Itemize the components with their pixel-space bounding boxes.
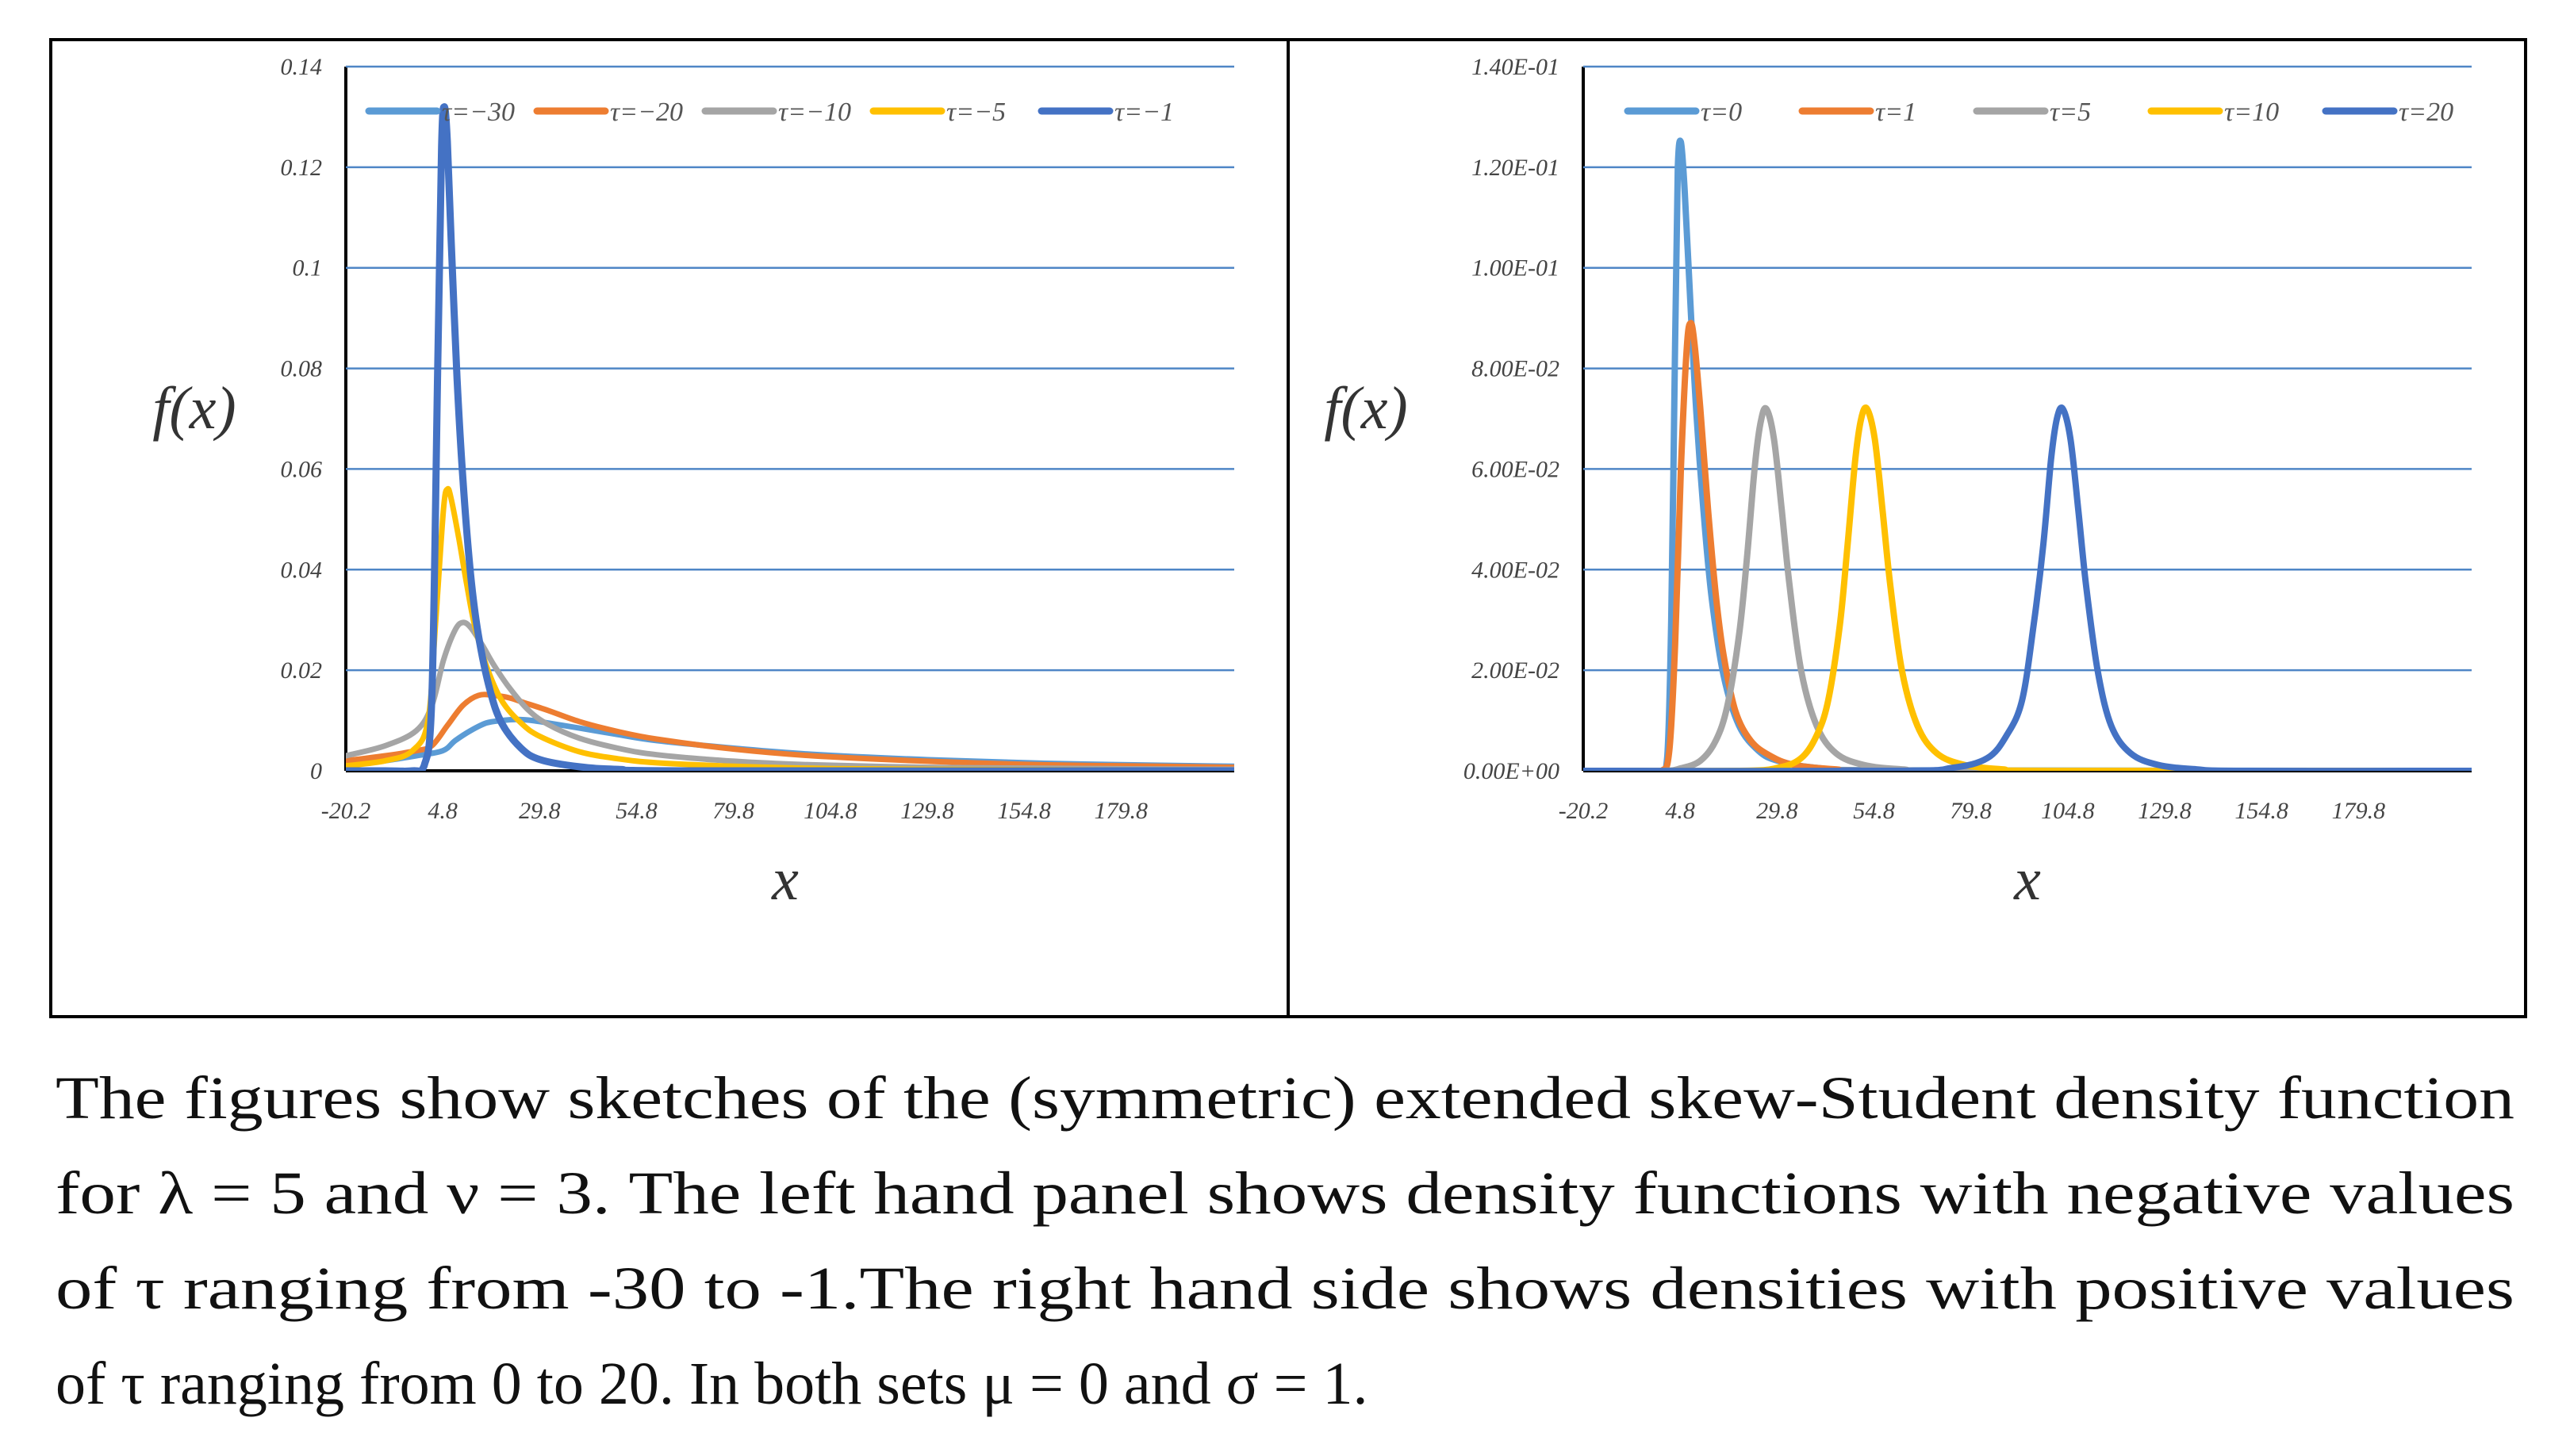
y-axis-title: f(x) <box>1324 375 1407 442</box>
x-tick-label: 4.8 <box>428 798 458 824</box>
legend-label-5: τ=20 <box>2399 98 2453 127</box>
caption-line-1: The figures show sketches of the (symmet… <box>56 1065 2514 1132</box>
x-tick-label: 29.8 <box>519 798 561 824</box>
series-line-1 <box>346 716 1234 769</box>
x-tick-label: 129.8 <box>2138 798 2192 824</box>
x-tick-label: 104.8 <box>2041 798 2095 824</box>
y-tick-label: 0.12 <box>281 155 323 181</box>
y-tick-label: 0.02 <box>281 657 323 684</box>
caption-line-4: of τ ranging from 0 to 20. In both sets … <box>56 1351 1367 1417</box>
y-tick-label: 6.00E-02 <box>1471 456 1559 482</box>
legend-label-5: τ=−1 <box>1114 98 1174 127</box>
x-tick-label: 79.8 <box>712 798 754 824</box>
series-line-5 <box>1583 404 2472 771</box>
y-tick-label: 0.00E+00 <box>1463 758 1559 784</box>
x-tick-label: 129.8 <box>900 798 954 824</box>
y-tick-label: 4.00E-02 <box>1471 557 1559 583</box>
right-chart-panel: 0.00E+00 2.00E-02 4.00E-02 6.00E-02 8.00E-02… <box>1324 54 2472 913</box>
x-tick-label: 104.8 <box>804 798 857 824</box>
y-tick-label: 0.04 <box>281 557 323 583</box>
y-tick-label: 1.00E-01 <box>1471 255 1559 282</box>
legend-label-4: τ=−5 <box>946 98 1006 127</box>
series-group <box>1583 137 2472 771</box>
x-tick-label: 4.8 <box>1665 798 1695 824</box>
x-tick-label: -20.2 <box>321 798 371 824</box>
series-line-2 <box>1583 320 2472 771</box>
y-axis-title: f(x) <box>152 375 236 442</box>
y-tick-label: 0.14 <box>281 54 323 80</box>
caption-line-2: for λ = 5 and ν = 3. The left hand panel… <box>56 1160 2514 1227</box>
series-line-2 <box>346 692 1234 771</box>
series-line-4 <box>1583 404 2472 771</box>
y-tick-label: 0.08 <box>281 356 323 382</box>
x-axis-title: x <box>771 846 799 913</box>
x-tick-label: 154.8 <box>997 798 1051 824</box>
y-tick-label: 2.00E-02 <box>1471 657 1559 684</box>
y-tick-label: 0 <box>310 758 322 784</box>
x-tick-label: 29.8 <box>1756 798 1798 824</box>
left-chart-panel: 0 0.02 0.04 0.06 0.08 0.1 0.12 0.14 -20.2 4.8 29.8… <box>152 54 1234 913</box>
x-tick-label: 179.8 <box>1095 798 1149 824</box>
y-tick-label: 0.1 <box>293 255 323 282</box>
legend-label-2: τ=1 <box>1875 98 1916 127</box>
x-axis-title: x <box>2013 846 2041 913</box>
legend-label-3: τ=−10 <box>778 98 851 127</box>
y-tick-label: 8.00E-02 <box>1471 356 1559 382</box>
y-tick-label: 1.40E-01 <box>1471 54 1559 80</box>
x-tick-label: 154.8 <box>2234 798 2288 824</box>
caption-line-3: of τ ranging from -30 to -1.The right ha… <box>56 1255 2514 1322</box>
legend-label-1: τ=0 <box>1701 98 1742 127</box>
series-group <box>346 103 1234 771</box>
legend: τ=0 τ=1 τ=5 τ=10 τ=20 <box>1624 98 2453 127</box>
legend-label-2: τ=−20 <box>610 98 683 127</box>
x-tick-label: 54.8 <box>616 798 658 824</box>
y-tick-label: 0.06 <box>281 456 323 482</box>
series-line-5 <box>346 103 1234 771</box>
x-tick-label: -20.2 <box>1559 798 1609 824</box>
x-tick-label: 54.8 <box>1853 798 1895 824</box>
y-tick-label: 1.20E-01 <box>1471 155 1559 181</box>
x-tick-label: 79.8 <box>1950 798 1992 824</box>
caption: The figures show sketches of the (symmet… <box>56 1065 2514 1417</box>
legend-label-4: τ=10 <box>2224 98 2279 127</box>
legend-label-1: τ=−30 <box>442 98 515 127</box>
legend: τ=−30 τ=−20 τ=−10 τ=−5 τ=−1 <box>365 98 1174 127</box>
legend-label-3: τ=5 <box>2050 98 2091 127</box>
x-tick-label: 179.8 <box>2332 798 2386 824</box>
